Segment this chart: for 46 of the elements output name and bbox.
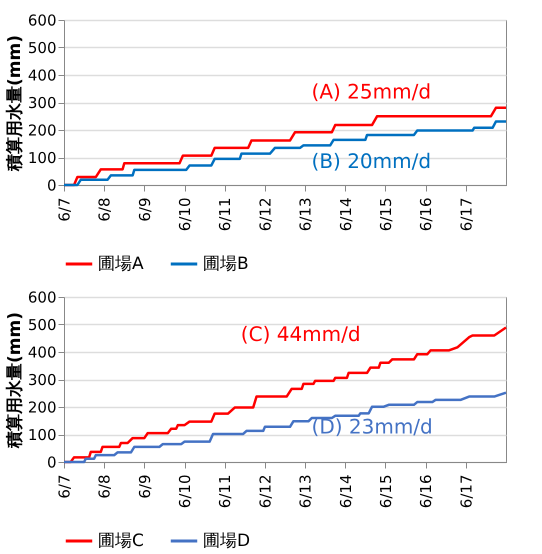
x-tick-label: 6/7	[56, 198, 74, 222]
x-tick-label: 6/10	[176, 474, 194, 508]
x-tick-label: 6/8	[96, 198, 114, 222]
legend-label: 圃場A	[98, 254, 144, 274]
y-tick-label: 0	[46, 454, 56, 472]
x-tick-label: 6/11	[216, 198, 234, 232]
y-tick-label: 200	[28, 398, 56, 416]
y-tick-label: 600	[28, 12, 56, 30]
x-tick-label: 6/14	[336, 474, 355, 508]
x-tick-label: 6/10	[176, 198, 194, 232]
legend-label: 圃場B	[203, 254, 249, 274]
x-tick-label: 6/13	[296, 198, 315, 232]
y-tick-label: 200	[28, 122, 56, 140]
legend-label: 圃場D	[203, 531, 250, 551]
annotation: (D) 23mm/d	[312, 414, 433, 438]
x-tick-label: 6/16	[417, 474, 436, 508]
y-tick-label: 300	[28, 94, 56, 112]
x-tick-label: 6/8	[96, 474, 114, 499]
x-tick-label: 6/16	[417, 198, 436, 232]
y-tick-label: 0	[46, 176, 56, 194]
x-tick-label: 6/15	[376, 474, 395, 508]
x-tick-label: 6/14	[336, 198, 355, 232]
x-tick-label: 6/7	[56, 474, 74, 499]
annotation: (B) 20mm/d	[312, 148, 432, 173]
x-tick-label: 6/17	[457, 474, 476, 508]
x-tick-label: 6/12	[256, 198, 274, 232]
y-tick-label: 100	[28, 149, 56, 167]
x-tick-label: 6/15	[376, 198, 395, 232]
y-tick-label: 600	[28, 288, 56, 306]
x-tick-label: 6/11	[216, 474, 234, 508]
x-tick-label: 6/9	[136, 474, 154, 499]
y-tick-label: 500	[28, 316, 56, 334]
y-axis-title: 積算用水量(mm)	[4, 35, 25, 172]
y-tick-label: 400	[28, 66, 56, 84]
y-tick-label: 400	[28, 344, 56, 362]
y-tick-label: 100	[28, 426, 56, 444]
legend-label: 圃場C	[98, 531, 144, 551]
annotation: (C) 44mm/d	[240, 322, 361, 346]
x-tick-label: 6/17	[457, 198, 476, 232]
annotation: (A) 25mm/d	[312, 80, 432, 104]
x-tick-label: 6/9	[136, 198, 154, 222]
y-axis-title: 積算用水量(mm)	[4, 312, 25, 449]
x-tick-label: 6/13	[296, 474, 315, 508]
y-tick-label: 500	[28, 39, 56, 57]
y-tick-label: 300	[28, 371, 56, 389]
x-tick-label: 6/12	[256, 474, 274, 508]
